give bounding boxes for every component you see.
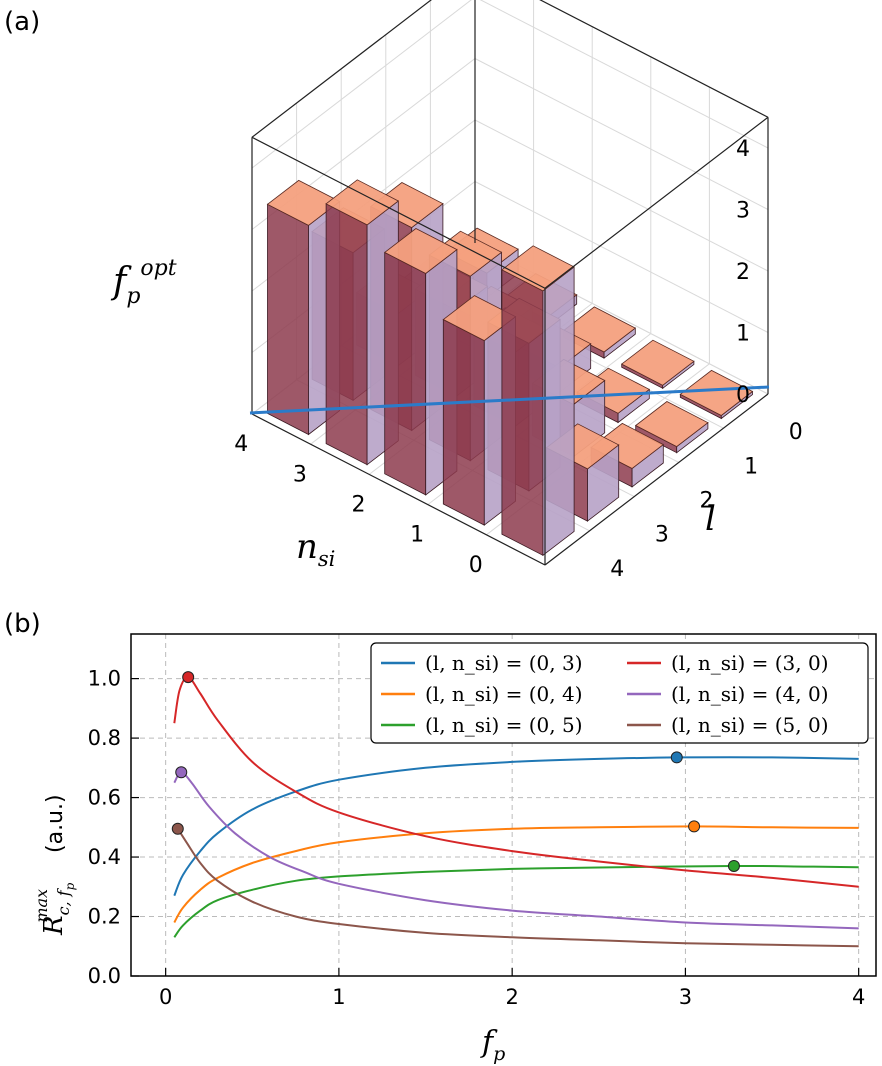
series-max-marker	[182, 671, 195, 684]
n-si-tick: 2	[352, 493, 366, 518]
grid-line	[251, 0, 769, 169]
y-axis-label-sup: max	[32, 889, 51, 923]
y-axis-label: Rc, fp max (a.u.)	[32, 794, 77, 936]
series-2	[173, 859, 859, 938]
panel-a-ticks: 0 1 2 3 4 4 3 2 1 0 0 1 2 3 4	[234, 137, 802, 582]
frame-edge	[544, 393, 769, 566]
bar-nsi0-l0	[501, 245, 575, 557]
bar-face-left	[501, 269, 544, 556]
bar-face-left	[384, 251, 427, 496]
series-line	[173, 825, 859, 924]
bar-top	[620, 339, 695, 386]
bar-top	[383, 228, 458, 274]
n-si-tick: 4	[234, 432, 248, 457]
z-tick: 0	[736, 383, 750, 408]
frame-edge	[251, 136, 546, 289]
series-max-marker	[688, 820, 701, 833]
l-tick: 1	[744, 454, 758, 479]
legend-label: (l, n_si) = (0, 3)	[425, 651, 583, 675]
legend-label: (l, n_si) = (5, 0)	[671, 713, 829, 737]
legend-label: (l, n_si) = (4, 0)	[671, 682, 829, 706]
y-axis-label-units: (a.u.)	[43, 794, 68, 853]
bar-nsi1-l4	[620, 339, 695, 390]
y-axis-label-R: R	[39, 915, 69, 936]
x-tick-label: 2	[505, 985, 518, 1009]
n-si-tick: 3	[293, 462, 307, 487]
z-tick: 1	[736, 322, 750, 347]
n-si-tick: 0	[469, 553, 483, 578]
series-4	[173, 766, 859, 930]
l-axis-label: l	[705, 499, 716, 539]
legend: (l, n_si) = (0, 3) (l, n_si) = (3, 0) (l, …	[370, 642, 869, 744]
frame-edge	[539, 0, 769, 118]
frame-edge	[544, 116, 769, 289]
l-tick: 2	[700, 489, 714, 514]
series-max-marker	[171, 822, 184, 835]
n-si-tick: 1	[410, 523, 424, 548]
bar-top	[679, 369, 754, 416]
legend-label: (l, n_si) = (3, 0)	[671, 651, 829, 675]
y-axis-label-math: Rc, fp max	[32, 882, 77, 936]
series-0	[173, 751, 859, 897]
l-tick: 0	[789, 420, 803, 445]
panel-a-bars	[266, 179, 754, 557]
series-3	[173, 671, 859, 888]
y-tick-label: 0.0	[88, 964, 121, 988]
y-tick-label: 0.8	[88, 726, 121, 750]
legend-label: (l, n_si) = (0, 5)	[425, 713, 583, 737]
x-tick-label: 3	[679, 985, 692, 1009]
l-tick: 3	[655, 523, 669, 548]
x-axis-label-sub: p	[493, 1043, 505, 1065]
series-5	[171, 822, 859, 948]
x-axis-label: fp	[480, 1025, 505, 1065]
bar-top	[325, 179, 400, 226]
bar-face-left	[325, 203, 368, 466]
y-tick-label: 0.6	[88, 786, 121, 810]
bar-nsi0-l3	[634, 401, 709, 454]
panel-a-label: (a)	[4, 7, 40, 37]
series-1	[173, 820, 859, 924]
baseline-blue-line	[249, 385, 770, 415]
panel-b-label: (b)	[4, 609, 41, 639]
series-max-marker	[727, 859, 740, 872]
l-tick: 4	[610, 557, 624, 582]
series-line	[176, 828, 859, 948]
x-tick-label: 4	[852, 985, 865, 1009]
panel-b-plot: 0 1 2 3 4 0.0 0.2 0.4 0.6 0.8 1.0	[88, 633, 877, 1009]
y-tick-label: 1.0	[88, 667, 121, 691]
z-axis-label: fpopt	[110, 256, 177, 309]
z-tick: 4	[736, 137, 750, 162]
z-axis-label-sub: p	[126, 284, 140, 309]
frame-edge	[251, 0, 432, 138]
series-max-marker	[670, 751, 683, 764]
panel-a-frame	[249, 0, 770, 566]
y-axis-label-subsub: p	[63, 882, 77, 890]
legend-box	[370, 642, 869, 744]
y-axis-label-sub: c, f	[54, 887, 73, 915]
series-line	[173, 771, 859, 930]
bar-top	[634, 401, 709, 448]
y-tick-label: 0.4	[88, 845, 121, 869]
bar-face-left	[442, 318, 485, 526]
y-tick-label: 0.2	[88, 905, 121, 929]
z-axis-label-sup: opt	[140, 256, 176, 281]
axes-box	[130, 633, 877, 977]
series-max-marker	[175, 766, 188, 779]
bar-face-left	[267, 203, 309, 436]
z-tick: 3	[736, 199, 750, 224]
n-si-axis-label-n: n	[296, 527, 318, 567]
x-tick-label: 0	[159, 985, 172, 1009]
n-si-axis-label-sub: si	[318, 547, 336, 571]
bar-face-right	[542, 266, 575, 557]
n-si-axis-label: nsi	[296, 527, 335, 571]
z-tick: 2	[736, 260, 750, 285]
x-tick-label: 1	[332, 985, 345, 1009]
frame-edge	[251, 413, 546, 566]
series-line	[173, 756, 859, 897]
bar-nsi0-l4	[679, 369, 754, 420]
legend-label: (l, n_si) = (0, 4)	[425, 682, 583, 706]
